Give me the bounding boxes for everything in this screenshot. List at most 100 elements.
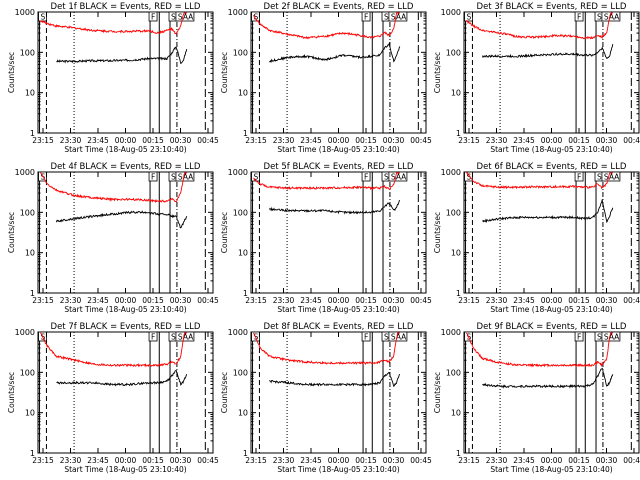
event-marker-box	[388, 171, 408, 182]
x-tick-label: 00:45	[197, 136, 219, 145]
y-tick-label: 10	[238, 409, 248, 418]
events-series-line	[269, 41, 401, 64]
y-tick-label: 100	[20, 48, 35, 57]
panel-title: Det 7f BLACK = Events, RED = LLD	[51, 322, 201, 332]
x-tick-label: 00:45	[410, 136, 432, 145]
panel-9: Det 9f BLACK = Events, RED = LLD 1 10 100 10…	[433, 322, 640, 474]
y-tick-label: 10	[451, 409, 461, 418]
y-tick-label: 1000	[228, 8, 248, 17]
x-tick-label: 23:15	[32, 136, 54, 145]
x-tick-label: 00:45	[410, 456, 432, 465]
x-tick-label: 00:00	[328, 296, 350, 305]
x-tick-label: 23:30	[486, 456, 508, 465]
y-axis-label: Counts/sec	[7, 212, 16, 253]
y-tick-label: 1	[243, 449, 248, 458]
event-marker-label: S	[597, 173, 602, 182]
x-tick-label: 23:30	[273, 136, 295, 145]
events-series-line	[55, 210, 188, 229]
x-tick-label: 23:15	[458, 456, 480, 465]
plot-frame	[250, 171, 427, 294]
x-tick-label: 00:45	[410, 296, 432, 305]
panel-title: Det 3f BLACK = Events, RED = LLD	[477, 2, 627, 12]
event-marker-label: S	[171, 333, 176, 342]
y-tick-label: 100	[233, 208, 248, 217]
y-axis-label: Counts/sec	[433, 52, 442, 93]
event-marker-label: S	[467, 173, 472, 182]
event-marker-label: SAA	[604, 333, 620, 342]
x-tick-label: 00:15	[142, 136, 164, 145]
y-tick-label: 10	[25, 89, 35, 98]
y-tick-label: 10	[451, 89, 461, 98]
event-marker-label: F	[151, 333, 155, 342]
y-tick-label: 1	[243, 129, 248, 138]
x-tick-label: 23:15	[32, 296, 54, 305]
events-series-line	[56, 46, 188, 65]
event-marker-label: SAA	[604, 13, 620, 22]
x-axis-label: Start Time (18-Aug-05 23:10:40)	[277, 145, 399, 154]
lld-series-line	[253, 12, 400, 40]
x-axis-label: Start Time (18-Aug-05 23:10:40)	[490, 465, 612, 474]
x-tick-label: 23:30	[273, 296, 295, 305]
event-marker-label: F	[364, 13, 368, 22]
event-marker-label: F	[577, 13, 581, 22]
x-tick-label: 00:30	[383, 296, 405, 305]
event-marker-label: F	[151, 13, 155, 22]
x-tick-label: 00:45	[623, 296, 640, 305]
x-axis-label: Start Time (18-Aug-05 23:10:40)	[64, 305, 186, 314]
y-axis-label: Counts/sec	[433, 372, 442, 413]
lld-series-line	[40, 172, 187, 203]
x-tick-label: 00:45	[623, 136, 640, 145]
panel-5: Det 5f BLACK = Events, RED = LLD 1 10 100 10…	[220, 162, 432, 314]
event-marker-box	[388, 331, 408, 342]
x-axis-label: Start Time (18-Aug-05 23:10:40)	[277, 305, 399, 314]
y-tick-label: 1	[30, 449, 35, 458]
plot-frame	[463, 171, 640, 294]
y-tick-label: 1000	[441, 8, 461, 17]
x-axis-label: Start Time (18-Aug-05 23:10:40)	[64, 465, 186, 474]
x-tick-label: 23:15	[458, 136, 480, 145]
y-axis-label: Counts/sec	[220, 212, 229, 253]
y-tick-label: 1	[243, 289, 248, 298]
plot-frame	[37, 11, 214, 134]
y-tick-label: 100	[446, 208, 461, 217]
y-tick-label: 1000	[15, 328, 35, 337]
x-tick-label: 23:45	[513, 296, 535, 305]
event-marker-label: S	[254, 13, 259, 22]
event-marker-box	[574, 171, 584, 182]
event-marker-box	[361, 331, 371, 342]
x-axis-label: Start Time (18-Aug-05 23:10:40)	[490, 145, 612, 154]
x-tick-label: 23:30	[486, 296, 508, 305]
y-tick-label: 10	[238, 89, 248, 98]
x-tick-label: 00:00	[328, 136, 350, 145]
event-marker-box	[175, 331, 195, 342]
lld-series-line	[253, 332, 400, 366]
y-tick-label: 100	[20, 368, 35, 377]
event-marker-box	[175, 11, 195, 22]
x-tick-label: 23:30	[60, 136, 82, 145]
events-series-line	[269, 372, 401, 388]
y-axis-label: Counts/sec	[7, 52, 16, 93]
lld-series-line	[465, 12, 613, 40]
y-tick-label: 1	[456, 129, 461, 138]
y-tick-label: 1	[30, 289, 35, 298]
event-marker-label: S	[384, 173, 389, 182]
event-marker-label: S	[41, 13, 46, 22]
events-series-line	[481, 44, 614, 59]
x-tick-label: 00:45	[197, 456, 219, 465]
event-marker-label: F	[151, 173, 155, 182]
lld-series-line	[465, 332, 613, 368]
x-tick-label: 00:15	[568, 296, 590, 305]
plot-frame	[250, 11, 427, 134]
x-tick-label: 00:00	[541, 136, 563, 145]
event-marker-label: F	[364, 333, 368, 342]
x-tick-label: 23:45	[300, 456, 322, 465]
x-tick-label: 23:15	[458, 296, 480, 305]
panel-1: Det 1f BLACK = Events, RED = LLD 1 10 100 10…	[7, 2, 219, 154]
panel-title: Det 6f BLACK = Events, RED = LLD	[477, 162, 627, 172]
event-marker-label: S	[171, 13, 176, 22]
events-series-line	[268, 199, 401, 215]
events-series-line	[482, 199, 614, 224]
panel-title: Det 2f BLACK = Events, RED = LLD	[264, 2, 414, 12]
y-tick-label: 100	[20, 208, 35, 217]
panel-3: Det 3f BLACK = Events, RED = LLD 1 10 100 10…	[433, 2, 640, 154]
